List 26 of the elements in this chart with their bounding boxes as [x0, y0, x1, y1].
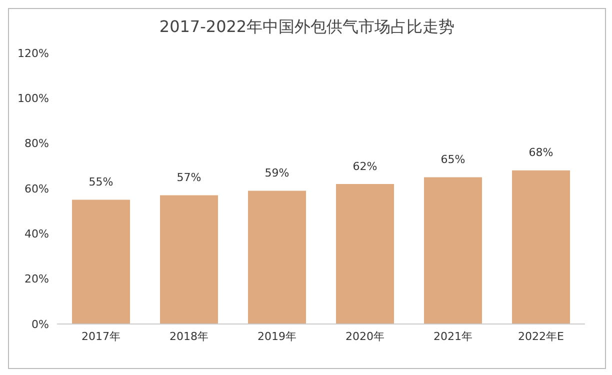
- y-tick-label: 100%: [18, 92, 49, 106]
- bar: [424, 177, 482, 324]
- y-tick-label: 60%: [24, 182, 49, 196]
- data-label: 55%: [88, 176, 114, 189]
- bar: [160, 195, 218, 324]
- data-label: 68%: [528, 146, 554, 160]
- x-tick-label: 2018年: [170, 330, 208, 343]
- bar: [512, 170, 570, 324]
- y-tick-label: 0%: [32, 318, 49, 331]
- data-label: 62%: [352, 160, 378, 173]
- bar: [336, 184, 394, 324]
- data-label: 59%: [264, 166, 290, 180]
- data-label: 65%: [440, 153, 466, 166]
- y-tick-label: 20%: [24, 272, 49, 286]
- y-tick-label: 120%: [18, 46, 49, 60]
- x-tick-label: 2017年: [82, 330, 120, 343]
- bar: [248, 190, 306, 324]
- x-tick-label: 2020年: [346, 330, 384, 343]
- x-tick-label: 2019年: [258, 330, 296, 343]
- y-tick-label: 40%: [24, 228, 49, 241]
- x-tick-label: 2021年: [434, 330, 472, 343]
- x-tick-label: 2022年E: [518, 330, 564, 343]
- bar: [72, 200, 130, 324]
- chart-title: 2017-2022年中国外包供气市场占比走势: [158, 17, 456, 38]
- y-tick-label: 80%: [24, 137, 49, 150]
- data-label: 57%: [176, 171, 202, 184]
